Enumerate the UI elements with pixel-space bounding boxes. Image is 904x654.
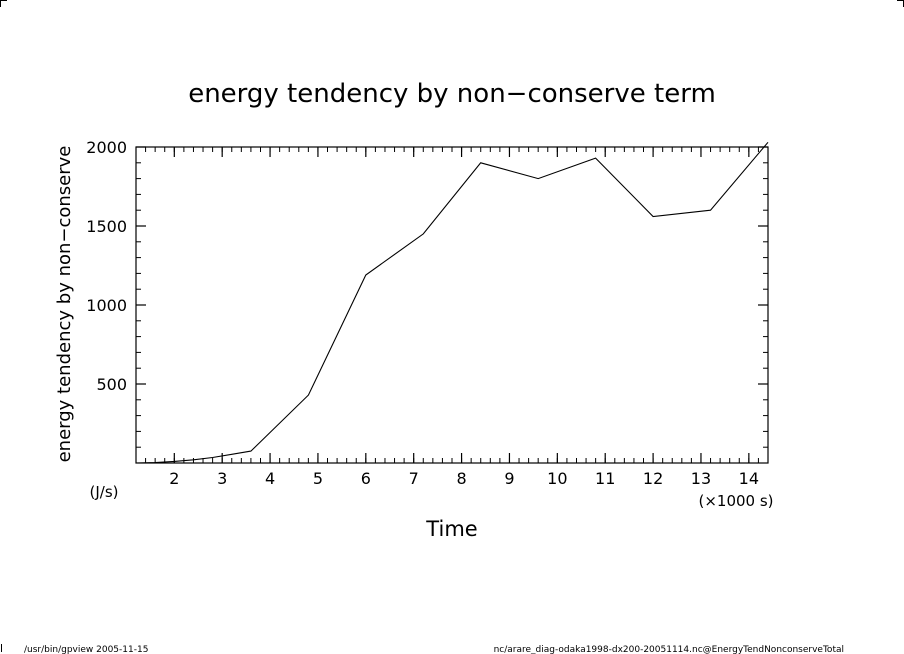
x-tick-label: 11 (595, 469, 615, 488)
y-tick-label: 2000 (86, 138, 127, 157)
y-tick-labels: 500 1000 1500 2000 (86, 138, 127, 394)
axis-ticks (135, 146, 769, 463)
corner-mark-top-right (897, 0, 904, 1)
y-tick-label: 1500 (86, 217, 127, 236)
x-tick-label: 8 (456, 469, 466, 488)
data-series (135, 141, 769, 464)
plot-frame (135, 146, 769, 464)
corner-mark-top-left (0, 0, 7, 1)
y-axis-label: energy tendency by non−conserve (54, 146, 75, 463)
series-line (135, 141, 769, 464)
x-tick-label: 12 (643, 469, 663, 488)
y-axis-units: (J/s) (90, 483, 119, 501)
chart-title: energy tendency by non−conserve term (188, 79, 716, 109)
x-tick-label: 9 (504, 469, 514, 488)
y-tick-label: 1000 (86, 296, 127, 315)
x-tick-label: 14 (739, 469, 759, 488)
x-axis-label: Time (425, 517, 477, 541)
x-tick-label: 10 (547, 469, 567, 488)
corner-mark-top-left-v (0, 0, 1, 7)
x-tick-label: 3 (217, 469, 227, 488)
x-tick-labels: 2 3 4 5 6 7 8 9 10 11 12 13 14 (169, 469, 759, 488)
x-tick-label: 5 (313, 469, 323, 488)
x-tick-label: 2 (169, 469, 179, 488)
x-axis-units: (×1000 s) (698, 492, 773, 510)
corner-mark-bottom-left-v (1, 644, 2, 652)
footer-right: nc/arare_diag-odaka1998-dx200-20051114.n… (494, 645, 844, 654)
x-tick-label: 6 (361, 469, 371, 488)
x-tick-label: 4 (265, 469, 275, 488)
x-tick-label: 13 (691, 469, 711, 488)
x-tick-label: 7 (409, 469, 419, 488)
y-tick-label: 500 (96, 375, 127, 394)
footer-left: /usr/bin/gpview 2005-11-15 (24, 645, 148, 654)
